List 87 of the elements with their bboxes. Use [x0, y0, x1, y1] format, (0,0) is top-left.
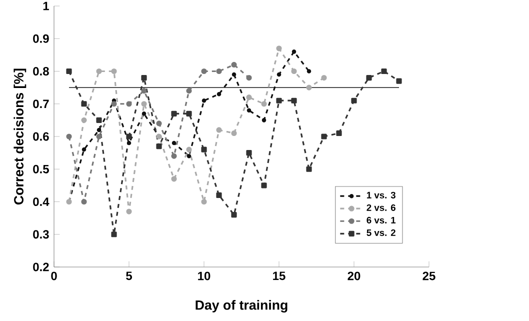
point [186, 146, 192, 152]
point [276, 72, 282, 77]
point [96, 128, 102, 132]
point [96, 134, 102, 140]
point [306, 84, 312, 90]
point [381, 68, 387, 74]
point [141, 101, 147, 107]
point [321, 74, 327, 81]
x-tick-label: 15 [273, 272, 286, 280]
point [246, 108, 252, 113]
point [246, 94, 252, 100]
point [276, 46, 282, 52]
point [366, 74, 372, 81]
x-tick-label: 20 [348, 272, 360, 280]
point [292, 50, 296, 54]
y-axis-title: Correct decisions [%] [14, 68, 26, 204]
point [111, 101, 117, 107]
point [156, 120, 162, 126]
y-tick-label: 0.6 [33, 132, 49, 141]
point [231, 212, 237, 218]
point [142, 112, 146, 116]
point [111, 232, 117, 238]
point [231, 62, 237, 68]
point [186, 154, 192, 158]
point [216, 68, 222, 74]
point [186, 110, 192, 116]
point [216, 192, 222, 198]
point [246, 74, 252, 81]
point [351, 98, 357, 104]
x-axis-title: Day of training [196, 300, 288, 312]
point [261, 182, 267, 188]
point [141, 88, 147, 94]
point [126, 101, 132, 107]
y-tick-label: 0.3 [33, 230, 49, 239]
y-tick-label: 0.7 [33, 100, 49, 108]
legend-label: 6 vs. 1 [366, 216, 396, 224]
point [291, 98, 297, 104]
point [396, 78, 402, 84]
point [336, 130, 342, 136]
point [126, 140, 132, 146]
point [141, 74, 147, 81]
point [232, 72, 236, 77]
point [321, 134, 327, 140]
point [216, 92, 222, 96]
point [276, 98, 282, 104]
point [126, 208, 132, 214]
point [201, 146, 207, 152]
point [81, 101, 87, 107]
x-tick-label: 10 [198, 272, 210, 280]
y-tick-label: 0.8 [33, 66, 49, 76]
point [111, 68, 117, 74]
point [262, 118, 266, 122]
point [246, 150, 252, 156]
point [96, 117, 102, 123]
point [66, 68, 72, 74]
legend-label: 2 vs. 6 [366, 204, 396, 211]
point [156, 143, 162, 150]
point [291, 68, 297, 74]
point [81, 198, 87, 205]
legend-label: 5 vs. 2 [366, 229, 396, 236]
point [171, 110, 177, 116]
point [216, 127, 222, 133]
point [126, 134, 132, 140]
y-tick-label: 0.9 [33, 34, 49, 43]
y-tick-label: 0.2 [33, 262, 49, 272]
point [66, 134, 72, 140]
point [201, 198, 207, 205]
point [231, 130, 237, 136]
y-tick-label: 0.5 [33, 164, 49, 174]
point [82, 147, 86, 152]
point [201, 68, 207, 74]
point [202, 98, 206, 103]
x-tick-label: 5 [126, 272, 132, 280]
x-tick-label: 25 [422, 272, 436, 280]
legend-label: 1 vs. 3 [366, 192, 396, 198]
x-tick-label: 0 [51, 272, 57, 280]
y-tick-label: 0.4 [33, 197, 50, 206]
point [96, 68, 102, 74]
point [306, 69, 312, 74]
y-tick-label: 1 [43, 2, 49, 10]
point [186, 88, 192, 94]
point [172, 140, 176, 146]
point [171, 153, 177, 159]
point [171, 176, 177, 182]
point [261, 101, 267, 107]
point [306, 166, 312, 172]
point [81, 117, 87, 123]
